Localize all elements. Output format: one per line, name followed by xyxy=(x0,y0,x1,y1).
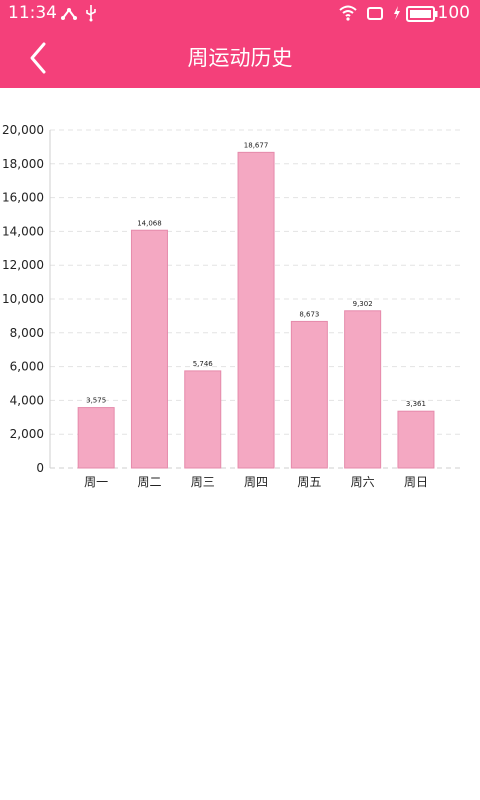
bar-value-label: 9,302 xyxy=(353,300,373,308)
back-button[interactable] xyxy=(20,38,60,78)
bar xyxy=(184,370,222,469)
bar xyxy=(344,310,382,469)
bar-value-label: 14,068 xyxy=(137,219,162,227)
bar xyxy=(397,410,435,469)
wifi-icon xyxy=(338,4,358,26)
y-tick-label: 16,000 xyxy=(2,191,44,205)
x-tick-label: 周四 xyxy=(244,475,268,489)
chevron-left-icon xyxy=(30,42,46,74)
charging-icon xyxy=(392,4,402,26)
battery-level: 100 xyxy=(437,3,470,23)
bar xyxy=(77,407,115,469)
app-bar xyxy=(0,0,480,88)
bar-chart: 0 2,000 4,000 6,000 8,000 10,000 12,000 14,000 1… xyxy=(2,123,460,489)
status-time: 11:34 xyxy=(8,3,57,23)
bar-value-label: 3,575 xyxy=(86,397,106,405)
bar-value-label: 3,361 xyxy=(406,400,426,408)
bar xyxy=(130,229,168,469)
y-tick-label: 8,000 xyxy=(10,326,44,340)
bar xyxy=(237,151,275,469)
toolbar: 周运动历史 xyxy=(0,28,480,88)
y-tick-label: 10,000 xyxy=(2,292,44,306)
x-tick-label: 周六 xyxy=(351,475,375,489)
x-tick-label: 周日 xyxy=(404,475,428,489)
x-tick-label: 周三 xyxy=(191,475,215,489)
y-tick-label: 0 xyxy=(36,461,44,475)
y-tick-label: 4,000 xyxy=(10,393,44,407)
y-tick-label: 18,000 xyxy=(2,157,44,171)
bar-value-label: 5,746 xyxy=(193,360,214,368)
page-title: 周运动历史 xyxy=(187,46,293,70)
y-tick-label: 2,000 xyxy=(10,427,44,441)
x-tick-label: 周五 xyxy=(297,475,321,489)
y-tick-label: 12,000 xyxy=(2,258,44,272)
screen-icon xyxy=(366,4,384,26)
status-bar: 11:34 xyxy=(0,0,480,28)
bar xyxy=(290,320,328,469)
x-tick-label: 周一 xyxy=(84,475,108,489)
bar-value-label: 8,673 xyxy=(299,310,319,318)
battery-icon xyxy=(406,6,438,26)
y-tick-label: 6,000 xyxy=(10,360,44,374)
bar-value-label: 18,677 xyxy=(244,141,269,149)
x-tick-label: 周二 xyxy=(137,475,161,489)
weekly-steps-chart: 0 2,000 4,000 6,000 8,000 10,000 12,000 14,000 1… xyxy=(0,118,480,498)
share-icon xyxy=(60,4,78,26)
y-tick-label: 20,000 xyxy=(2,123,44,137)
y-tick-label: 14,000 xyxy=(2,224,44,238)
usb-icon xyxy=(84,4,98,26)
